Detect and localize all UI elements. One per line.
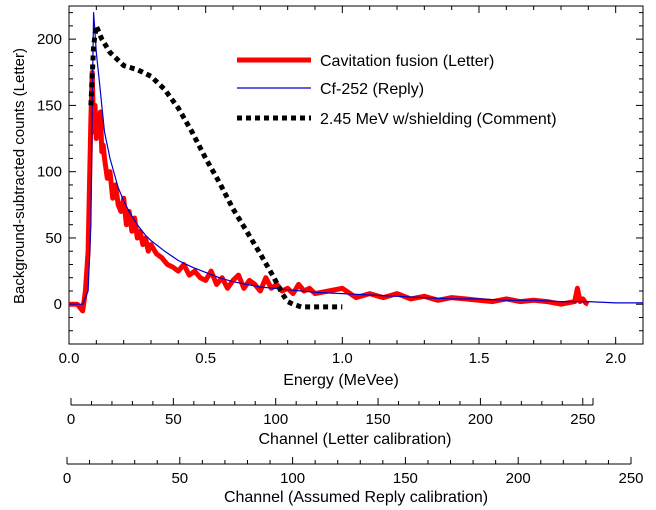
- secondary-axis-tick-label: 100: [280, 470, 305, 487]
- axis-ticks: 0 50 100 150 200 0.0 0.5 1.0 1.5 2.0: [37, 6, 644, 367]
- y-tick-label: 50: [45, 230, 62, 247]
- x-tick-label: 1.0: [332, 350, 353, 367]
- x-tick-label: 0.0: [59, 350, 80, 367]
- legend-label-cavitation: Cavitation fusion (Letter): [320, 53, 494, 70]
- y-tick-label: 200: [37, 31, 62, 48]
- secondary-axis-tick-label: 150: [366, 411, 391, 428]
- plot-frame: [68, 5, 644, 345]
- y-tick-label: 0: [54, 296, 62, 313]
- legend-label-comment: 2.45 MeV w/shielding (Comment): [320, 111, 557, 128]
- y-axis-label: Background-subtracted counts (Letter): [11, 48, 28, 304]
- secondary-axis-tick-label: 150: [393, 470, 418, 487]
- secondary-axis-reply-calibration: 0 50 100 150 200 250: [63, 457, 644, 487]
- secondary-axis-tick-label: 0: [63, 470, 71, 487]
- secondary-axis-tick-label: 200: [506, 470, 531, 487]
- secondary-axis-tick-label: 200: [468, 411, 493, 428]
- x-tick-label: 0.5: [195, 350, 216, 367]
- secondary-axis-letter-label: Channel (Letter calibration): [259, 431, 452, 448]
- series-line-1: [69, 12, 643, 305]
- secondary-axis-letter-calibration: 0 50 100 150 200 250: [67, 398, 595, 428]
- x-tick-label: 2.0: [605, 350, 626, 367]
- y-tick-label: 100: [37, 164, 62, 181]
- secondary-axis-tick-label: 50: [165, 411, 182, 428]
- x-tick-label: 1.5: [469, 350, 490, 367]
- y-tick-label: 150: [37, 97, 62, 114]
- x-axis-label: Energy (MeVee): [283, 372, 399, 389]
- secondary-axis-tick-label: 0: [67, 411, 75, 428]
- secondary-axis-tick-label: 100: [263, 411, 288, 428]
- series-layer: [69, 12, 643, 314]
- secondary-axis-tick-label: 250: [570, 411, 595, 428]
- series-line-0: [69, 69, 590, 314]
- secondary-axis-tick-label: 250: [618, 470, 643, 487]
- secondary-axis-reply-label: Channel (Assumed Reply calibration): [224, 489, 488, 506]
- legend-label-cf252: Cf-252 (Reply): [320, 81, 424, 98]
- legend: Cavitation fusion (Letter) Cf-252 (Reply…: [237, 53, 557, 128]
- series-line-2: [88, 23, 343, 310]
- secondary-axis-tick-label: 50: [171, 470, 188, 487]
